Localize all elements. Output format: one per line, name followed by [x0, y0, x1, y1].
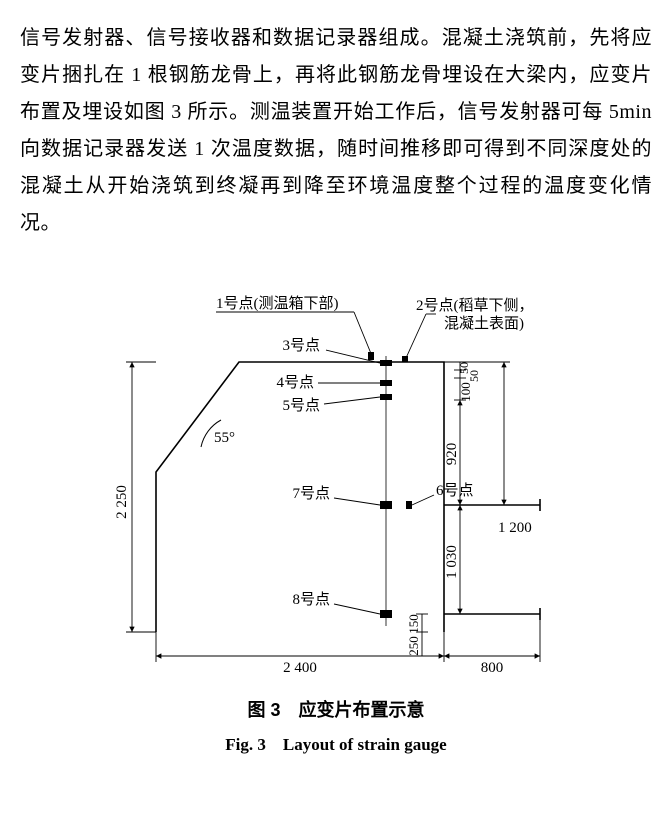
pt1-label: 1号点(测温箱下部): [216, 295, 339, 312]
pt2b-label: 混凝土表面): [444, 315, 524, 332]
pt5-label: 5号点: [282, 397, 320, 414]
pt3-label: 3号点: [282, 337, 320, 354]
pt8-label: 8号点: [292, 591, 330, 608]
pt7-label: 7号点: [292, 485, 330, 502]
point-labels: 1号点(测温箱下部) 2号点(稻草下侧， 混凝土表面) 3号点 4号点 5号点 …: [216, 295, 534, 608]
angle-label: 55°: [214, 430, 235, 446]
dim-250: 250: [406, 636, 421, 656]
dim-920: 920: [444, 443, 460, 466]
dim-1030: 1 030: [444, 545, 460, 579]
figure-caption-cn: 图 3 应变片布置示意: [20, 696, 652, 722]
figure-3: 55° 1号点(测温箱下部) 2号点(稻草下侧， 混凝土表面) 3号点 4号点 …: [20, 252, 652, 755]
angle-callout: 55°: [201, 420, 235, 447]
body-paragraph: 信号发射器、信号接收器和数据记录器组成。混凝土浇筑前，先将应变片捆扎在 1 根钢…: [20, 20, 652, 242]
dimensions: [126, 362, 540, 662]
figure-caption-en: Fig. 3 Layout of strain gauge: [20, 730, 652, 755]
dim-50b: 50: [467, 370, 481, 382]
strain-gauge-diagram: 55° 1号点(测温箱下部) 2号点(稻草下侧， 混凝土表面) 3号点 4号点 …: [86, 252, 586, 682]
dim-w-left: 2 400: [283, 660, 317, 676]
gauge-markers: [368, 352, 412, 626]
section-outline: [156, 362, 540, 632]
dim-w-right: 800: [481, 660, 504, 676]
pt4-label: 4号点: [276, 374, 314, 391]
dim-100: 100: [458, 382, 473, 402]
dim-1200: 1 200: [498, 520, 532, 536]
pt2a-label: 2号点(稻草下侧，: [416, 297, 534, 314]
dimension-texts: 2 250 2 400 800 50 50 100 920 1 200 1 03…: [114, 362, 532, 676]
pt6-label: 6号点: [436, 482, 474, 499]
dim-h-total: 2 250: [114, 485, 130, 519]
dim-150: 150: [406, 614, 421, 634]
